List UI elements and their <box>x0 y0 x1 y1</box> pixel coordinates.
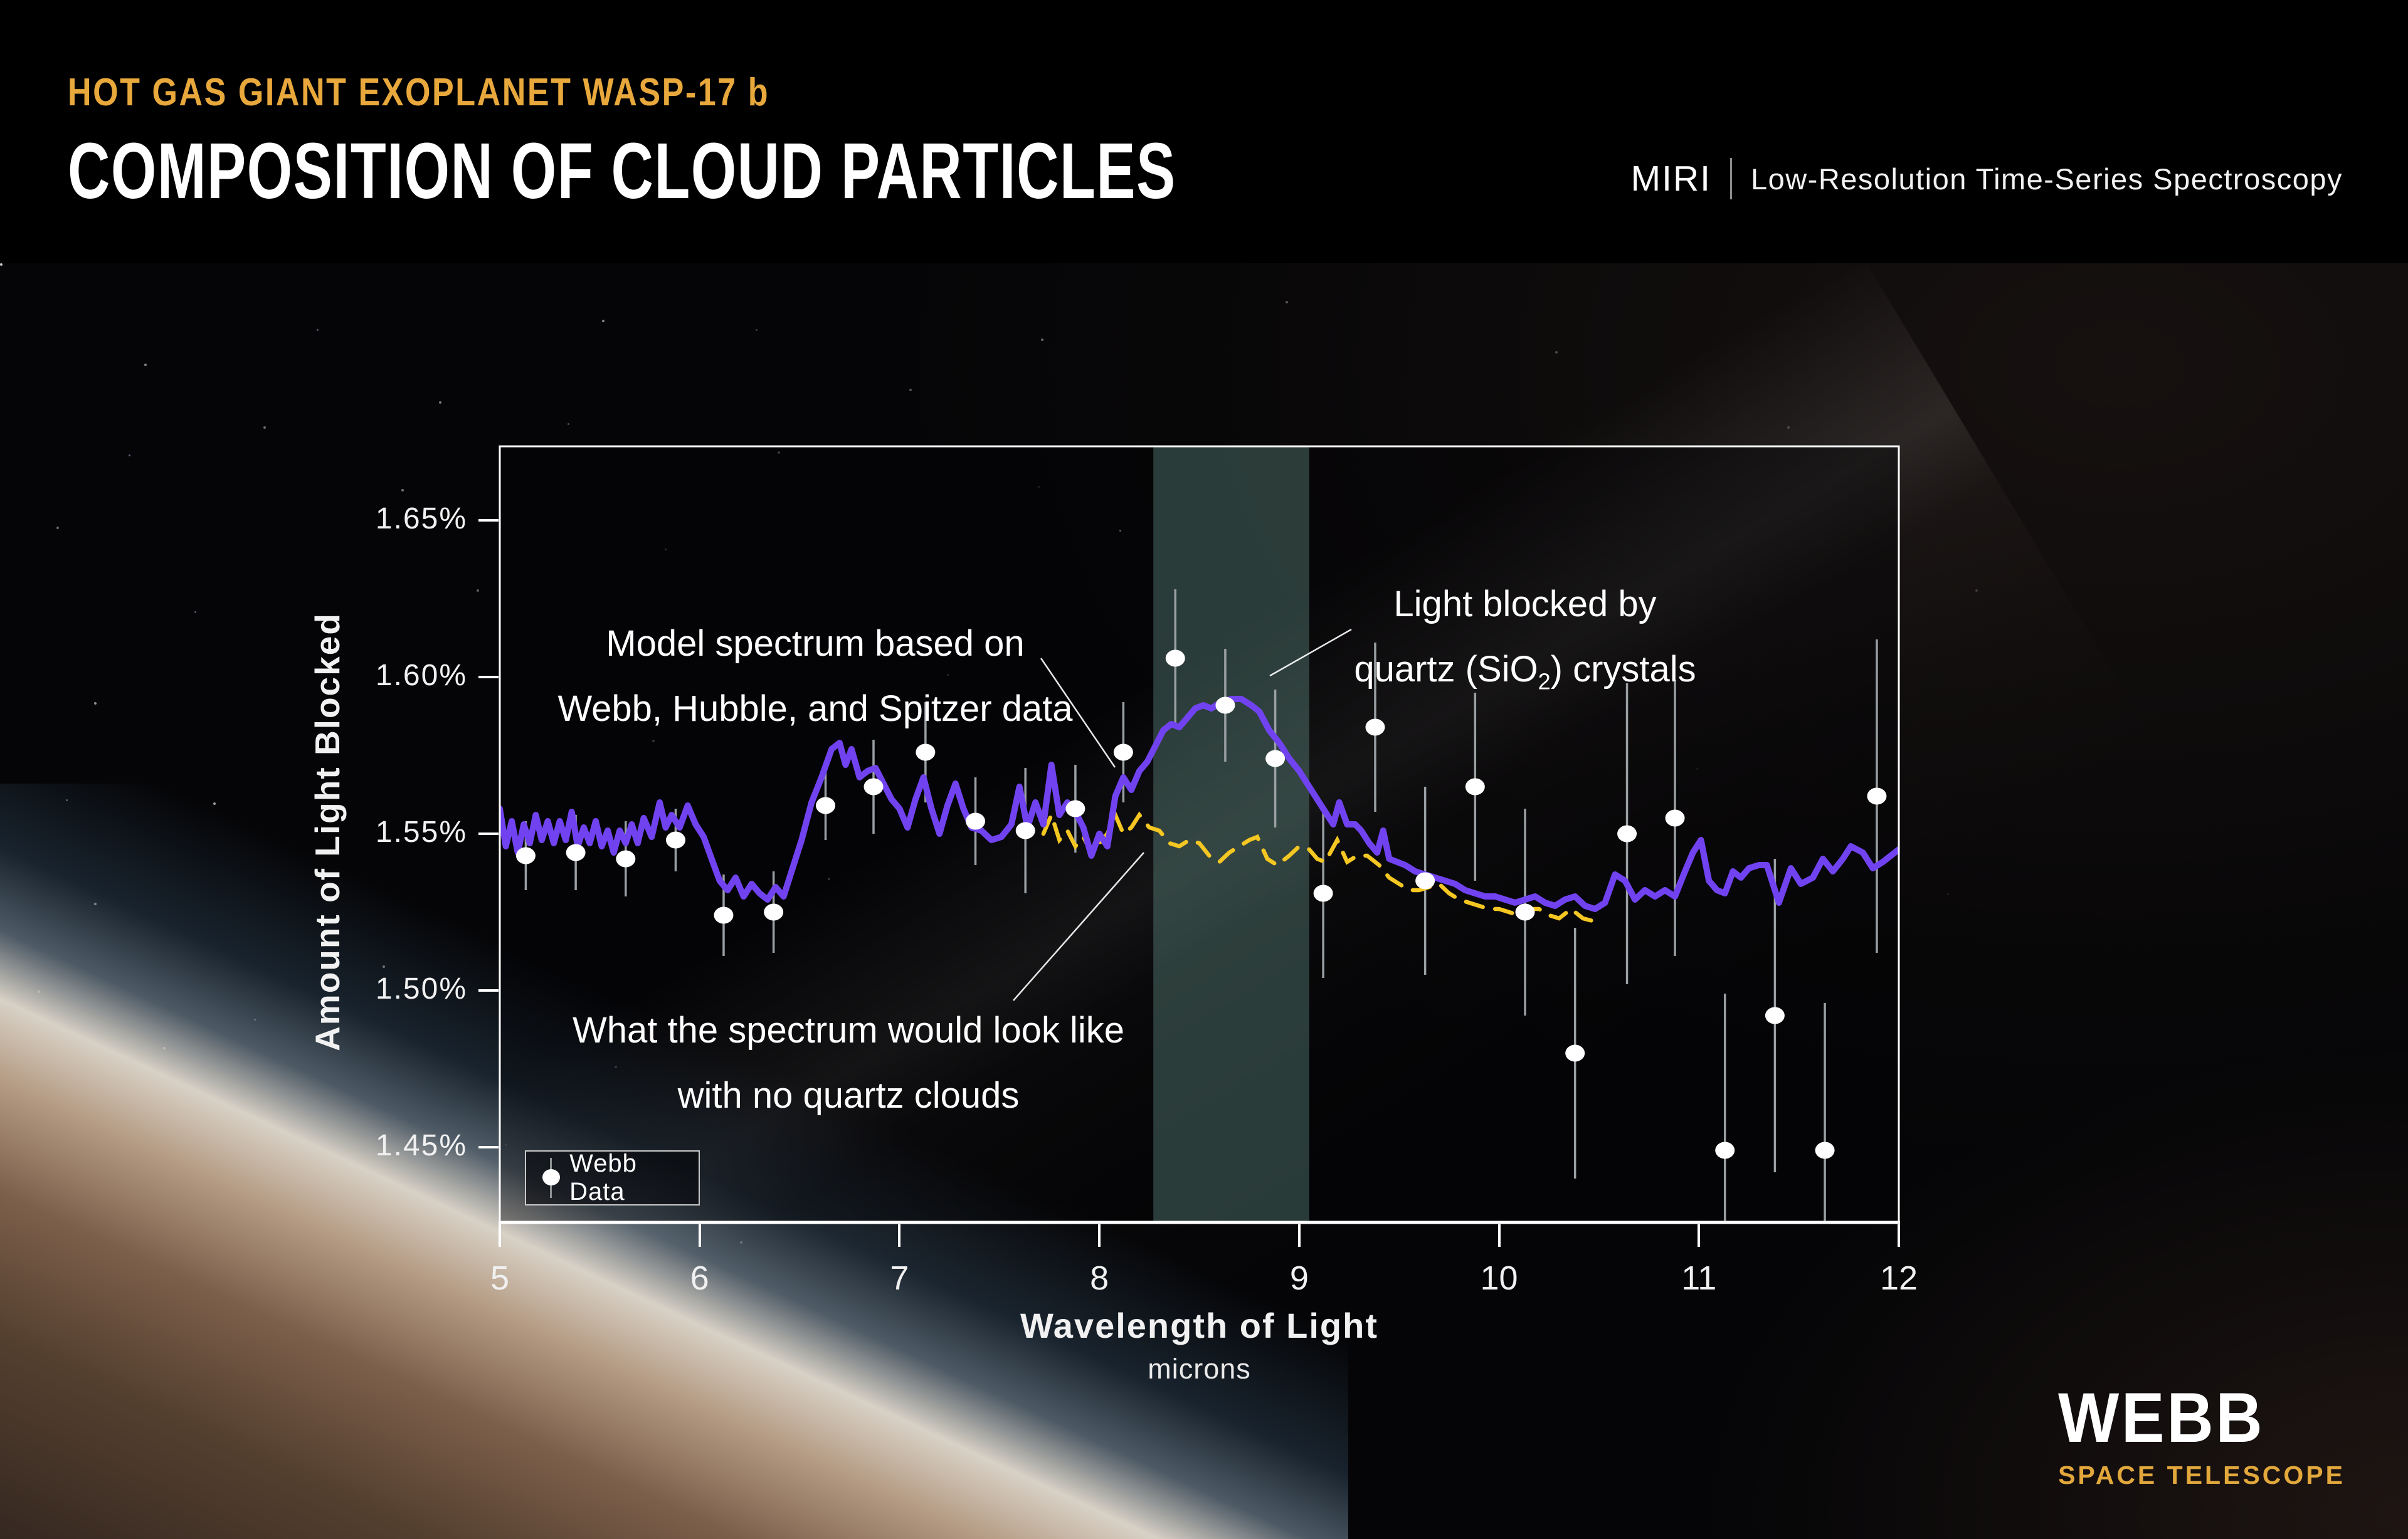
webb-data-point <box>816 797 836 814</box>
x-tick-label: 10 <box>1480 1259 1518 1297</box>
header-bar: HOT GAS GIANT EXOPLANET WASP-17 b COMPOS… <box>0 0 2408 263</box>
annotation-model-spectrum: Model spectrum based on Webb, Hubble, an… <box>557 611 1072 742</box>
y-tick-label: 1.45% <box>375 1129 467 1162</box>
x-axis-unit: microns <box>1148 1353 1251 1385</box>
webb-data-point <box>665 831 685 849</box>
webb-data-point <box>1765 1007 1785 1024</box>
y-tick-mark <box>478 833 499 835</box>
annotation-line: Webb, Hubble, and Spitzer data <box>557 688 1073 729</box>
x-tick-mark <box>898 1224 901 1247</box>
y-tick-label: 1.55% <box>375 816 467 849</box>
instrument-name: MIRI <box>1630 159 1711 199</box>
webb-data-point <box>1617 825 1637 843</box>
instrument-block: MIRI Low-Resolution Time-Series Spectros… <box>1631 158 2343 199</box>
x-tick-label: 11 <box>1681 1259 1717 1297</box>
x-tick-label: 8 <box>1090 1259 1109 1297</box>
webb-data-point <box>1867 787 1887 805</box>
leader-line-model <box>1040 658 1116 768</box>
y-tick-mark <box>478 989 499 992</box>
x-tick-mark <box>1297 1224 1301 1247</box>
webb-data-point <box>1665 809 1685 827</box>
leader-line-no-quartz <box>1013 852 1144 1001</box>
x-tick-label: 5 <box>490 1259 510 1297</box>
y-axis-title: Amount of Light Blocked <box>308 612 347 1051</box>
x-tick-label: 6 <box>690 1259 709 1297</box>
x-axis-title: Wavelength of Light <box>1020 1306 1378 1345</box>
y-tick-mark <box>478 676 499 678</box>
x-tick-label: 7 <box>890 1259 909 1297</box>
webb-data-point <box>1515 903 1535 921</box>
legend-dot-icon <box>542 1169 560 1185</box>
webb-data-point <box>1465 778 1485 796</box>
webb-data-point <box>1313 885 1333 902</box>
x-tick-mark <box>1497 1224 1501 1247</box>
webb-logo: WEBB SPACE TELESCOPE <box>2058 1379 2345 1490</box>
webb-data-point <box>1265 750 1286 767</box>
webb-data-point <box>515 847 536 864</box>
webb-data-point <box>1015 822 1035 839</box>
webb-data-point <box>1365 718 1385 736</box>
annotation-line: with no quartz clouds <box>677 1075 1020 1116</box>
webb-data-point <box>616 850 636 868</box>
annotation-quartz-band: Light blocked by quartz (SiO2) crystals <box>1354 572 1696 715</box>
model-spectrum-line <box>500 696 1899 912</box>
quartz-highlight-band <box>1153 446 1309 1222</box>
webb-data-point <box>764 903 784 921</box>
y-tick-mark <box>478 1146 499 1148</box>
y-tick-label: 1.65% <box>375 502 467 535</box>
webb-logo-wordmark: WEBB <box>2058 1379 2265 1457</box>
y-tick-mark <box>478 519 499 522</box>
x-tick-mark <box>1098 1224 1101 1247</box>
subscript: 2 <box>1538 668 1551 695</box>
legend-data-point-icon <box>526 1152 569 1204</box>
x-tick-label: 9 <box>1289 1259 1309 1297</box>
x-tick-mark <box>698 1224 701 1247</box>
webb-data-point <box>1165 649 1185 667</box>
page-title: COMPOSITION OF CLOUD PARTICLES <box>68 127 1176 215</box>
leader-line-quartz <box>1269 628 1352 677</box>
webb-data-point <box>1113 743 1133 761</box>
y-tick-label: 1.60% <box>375 659 467 692</box>
legend-box: Webb Data <box>525 1150 700 1205</box>
webb-data-point <box>916 743 936 761</box>
legend-label: Webb Data <box>569 1150 637 1205</box>
no-quartz-model-line <box>1041 809 1597 924</box>
x-tick-mark <box>1698 1224 1701 1247</box>
y-tick-label: 1.50% <box>375 972 467 1006</box>
header-eyebrow: HOT GAS GIANT EXOPLANET WASP-17 b <box>68 71 770 114</box>
x-tick-mark <box>1898 1224 1900 1247</box>
webb-data-point <box>863 778 884 796</box>
webb-data-point <box>1815 1142 1835 1159</box>
annotation-line: Model spectrum based on <box>606 623 1025 664</box>
annotation-line: What the spectrum would look like <box>572 1010 1125 1051</box>
annotation-no-quartz: What the spectrum would look like with n… <box>573 998 1124 1128</box>
x-tick-label: 12 <box>1879 1259 1918 1297</box>
webb-data-point <box>1415 872 1435 890</box>
separator-bar <box>1729 158 1732 199</box>
annotation-line: Light blocked by <box>1393 584 1657 624</box>
webb-data-point <box>1715 1142 1735 1159</box>
instrument-mode: Low-Resolution Time-Series Spectroscopy <box>1750 162 2343 196</box>
x-tick-mark <box>499 1224 501 1247</box>
webb-data-point <box>1215 696 1235 714</box>
plot-backdrop <box>500 446 1899 1222</box>
webb-logo-subtitle: SPACE TELESCOPE <box>2058 1461 2345 1489</box>
space-background <box>0 263 2408 1539</box>
starfield-layer <box>0 263 2 265</box>
webb-data-point <box>566 844 586 861</box>
annotation-line: quartz (SiO2) crystals <box>1354 649 1696 695</box>
webb-data-point <box>1065 800 1085 817</box>
webb-data-point <box>714 906 734 924</box>
webb-data-point <box>966 812 986 830</box>
webb-data-point <box>1565 1044 1585 1062</box>
